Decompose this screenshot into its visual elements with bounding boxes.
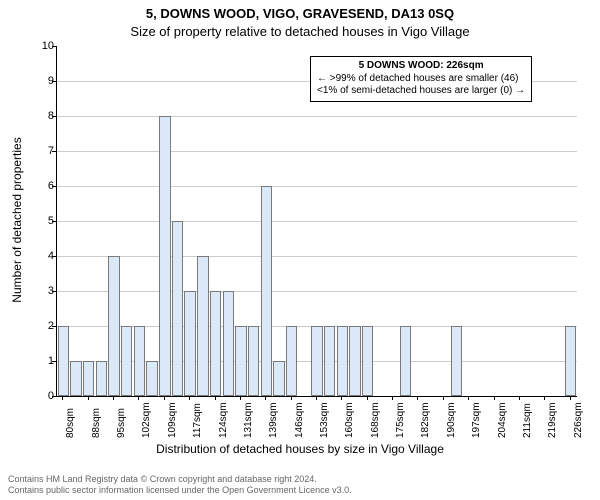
x-tick-mark [240,396,241,400]
bar [337,326,348,396]
bar [58,326,69,396]
bar [184,291,195,396]
x-axis-label: Distribution of detached houses by size … [0,442,600,456]
x-tick-label: 197sqm [471,402,482,438]
y-axis-label: Number of detached properties [10,137,24,302]
bar [261,186,272,396]
x-tick-mark [468,396,469,400]
x-tick-mark [164,396,165,400]
x-tick-label: 124sqm [218,402,229,438]
y-tick-mark [52,221,56,222]
x-tick-mark [88,396,89,400]
bar [565,326,576,396]
y-tick-mark [52,46,56,47]
bar [235,326,246,396]
chart-title-address: 5, DOWNS WOOD, VIGO, GRAVESEND, DA13 0SQ [0,6,600,21]
x-tick-mark [62,396,63,400]
x-tick-mark [316,396,317,400]
x-tick-mark [341,396,342,400]
annotation-line1: 5 DOWNS WOOD: 226sqm [317,60,525,73]
x-tick-label: 80sqm [65,408,76,438]
x-tick-mark [189,396,190,400]
x-tick-mark [392,396,393,400]
x-tick-mark [215,396,216,400]
x-tick-label: 219sqm [547,402,558,438]
x-tick-label: 117sqm [192,403,203,438]
bar [121,326,132,396]
y-tick-mark [52,151,56,152]
x-tick-label: 153sqm [319,402,330,438]
x-tick-label: 226sqm [573,402,584,438]
x-tick-mark [417,396,418,400]
x-tick-mark [494,396,495,400]
x-tick-label: 109sqm [167,402,178,438]
footer-line2: Contains public sector information licen… [8,485,352,496]
chart-container: 5, DOWNS WOOD, VIGO, GRAVESEND, DA13 0SQ… [0,0,600,500]
y-tick-mark [52,256,56,257]
y-tick-mark [52,326,56,327]
x-tick-label: 139sqm [268,402,279,438]
footer-attribution: Contains HM Land Registry data © Crown c… [8,474,352,496]
x-tick-mark [443,396,444,400]
bar [223,291,234,396]
bar [83,361,94,396]
bar [134,326,145,396]
x-tick-mark [519,396,520,400]
x-tick-label: 102sqm [141,402,152,438]
bar [108,256,119,396]
bar [400,326,411,396]
annotation-line3: <1% of semi-detached houses are larger (… [317,85,525,98]
annotation-line2: ← >99% of detached houses are smaller (4… [317,73,525,86]
y-tick-mark [52,396,56,397]
bar [146,361,157,396]
y-tick-mark [52,116,56,117]
bar [197,256,208,396]
bar [362,326,373,396]
x-tick-mark [113,396,114,400]
x-tick-label: 190sqm [446,402,457,438]
bar [311,326,322,396]
bar [451,326,462,396]
x-tick-label: 211sqm [522,403,533,438]
x-tick-label: 175sqm [395,402,406,438]
x-tick-label: 95sqm [116,408,127,438]
x-tick-label: 131sqm [243,402,254,438]
annotation-box: 5 DOWNS WOOD: 226sqm ← >99% of detached … [310,56,532,102]
x-tick-label: 146sqm [294,402,305,438]
y-tick-mark [52,291,56,292]
bar [324,326,335,396]
bar [70,361,81,396]
x-tick-mark [367,396,368,400]
x-tick-label: 160sqm [344,402,355,438]
bar [273,361,284,396]
x-tick-label: 182sqm [420,402,431,438]
x-tick-mark [138,396,139,400]
y-tick-mark [52,186,56,187]
y-tick-mark [52,81,56,82]
bar [172,221,183,396]
chart-title-sub: Size of property relative to detached ho… [0,24,600,39]
x-tick-label: 88sqm [91,408,102,438]
bar [159,116,170,396]
bar [349,326,360,396]
x-tick-mark [265,396,266,400]
x-tick-mark [570,396,571,400]
x-tick-mark [544,396,545,400]
bar [286,326,297,396]
bar [210,291,221,396]
x-tick-mark [291,396,292,400]
y-tick-mark [52,361,56,362]
x-tick-label: 204sqm [497,402,508,438]
x-tick-label: 168sqm [370,402,381,438]
bar [96,361,107,396]
bar [248,326,259,396]
footer-line1: Contains HM Land Registry data © Crown c… [8,474,352,485]
